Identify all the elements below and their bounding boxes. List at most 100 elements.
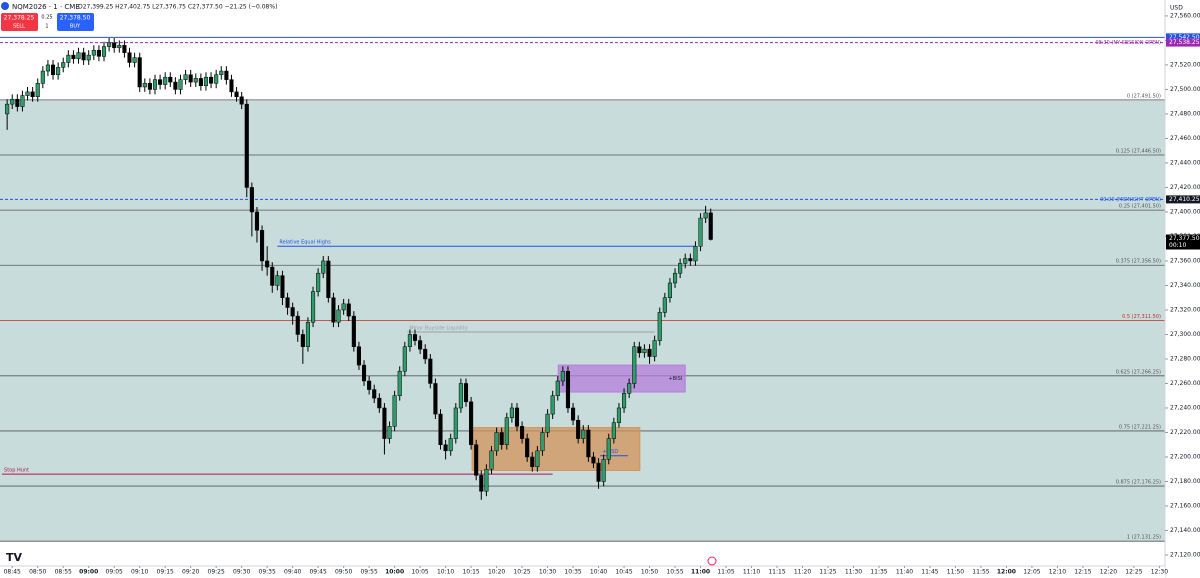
x-tick-label: 09:35: [259, 569, 276, 576]
fib-label: 0.125 (27,446.50): [1116, 148, 1161, 154]
candle-body: [40, 70, 45, 84]
x-tick-label: 11:45: [921, 569, 938, 576]
candle-body: [219, 70, 224, 75]
header: NQM2026 · 1 · CME O27,399.25 H27,402.75 …: [1, 2, 1183, 31]
x-tick-label: 10:20: [488, 569, 505, 576]
currency: USD: [1170, 5, 1183, 12]
x-tick-label: 10:15: [462, 569, 479, 576]
candle-body: [637, 346, 642, 354]
candle-body: [463, 383, 469, 403]
candle-body: [214, 74, 219, 84]
countdown: 00:10: [1169, 242, 1186, 249]
candle-body: [606, 438, 611, 460]
candle-body: [300, 334, 305, 347]
candle-body: [310, 291, 316, 323]
candle-body: [402, 346, 407, 372]
candle-body: [137, 57, 142, 88]
x-tick-label: 09:25: [208, 569, 225, 576]
candle-body: [61, 62, 66, 68]
candle-body: [361, 364, 367, 382]
x-tick-label: 10:05: [411, 569, 428, 576]
candle-body: [10, 98, 15, 105]
x-tick-label: 09:00: [79, 569, 98, 576]
y-tick-label: 27,440.00: [1170, 159, 1200, 166]
candle-body: [346, 303, 351, 317]
candle-body: [183, 74, 188, 80]
sell-button[interactable]: [1, 13, 38, 31]
event-icon[interactable]: [707, 556, 717, 566]
candle-body: [423, 348, 428, 360]
x-tick-label: 11:10: [743, 569, 760, 576]
y-tick-label: 27,340.00: [1170, 282, 1200, 289]
candle-body: [76, 52, 81, 60]
candle-body: [331, 297, 336, 323]
candle-body: [122, 45, 127, 53]
candle-body: [35, 83, 40, 98]
price-tag: [1166, 38, 1200, 47]
candle-body: [15, 98, 20, 107]
x-tick-label: 12:05: [1023, 569, 1040, 576]
candle-body: [484, 468, 489, 492]
candle-body: [448, 438, 453, 452]
fib-label: 0.25 (27,401.50): [1119, 204, 1161, 210]
candle-body: [285, 297, 290, 308]
x-tick-label: 11:20: [794, 569, 811, 576]
candle-body: [341, 303, 346, 311]
price-tag: [1166, 33, 1200, 42]
candle-body: [438, 413, 443, 445]
y-tick-label: 27,480.00: [1170, 110, 1200, 117]
candle-body: [596, 462, 601, 482]
symbol-icon: [1, 2, 9, 10]
y-tick-label: 27,560.00: [1170, 12, 1200, 19]
candle-body: [168, 76, 173, 83]
candle-body: [560, 370, 565, 382]
candle-body: [127, 52, 132, 63]
fib-label: 0.75 (27,221.25): [1119, 424, 1161, 430]
candle-body: [601, 459, 606, 482]
x-tick-label: 09:40: [284, 569, 301, 576]
x-tick-label: 10:10: [437, 569, 454, 576]
buy-button[interactable]: [57, 13, 94, 31]
candle-body: [514, 407, 520, 427]
candle-body: [469, 401, 474, 445]
candle-body: [591, 456, 596, 464]
candle-body: [290, 307, 295, 317]
y-tick-label: 27,260.00: [1170, 380, 1200, 387]
candle-body: [142, 83, 147, 88]
y-tick-label: 27,460.00: [1170, 135, 1200, 142]
zone-label: +BISI: [668, 376, 682, 382]
candle-body: [509, 407, 514, 419]
candle-body: [71, 54, 76, 60]
candle-body: [229, 79, 234, 93]
candle-body: [622, 393, 627, 409]
candle-body: [693, 245, 698, 262]
candle-body: [91, 49, 96, 56]
candle-body: [351, 315, 356, 347]
buy-label: BUY: [70, 24, 81, 30]
candle-body: [203, 76, 209, 87]
x-tick-label: 09:55: [360, 569, 377, 576]
y-tick-label: 27,320.00: [1170, 306, 1200, 313]
candle-body: [158, 79, 163, 85]
candle-body: [530, 456, 535, 468]
candle-body: [173, 81, 178, 90]
x-tick-label: 10:50: [641, 569, 658, 576]
candle-body: [132, 57, 137, 63]
candle-body: [336, 309, 341, 323]
candle-body: [147, 83, 152, 90]
fib-label: 0.5 (27,311.50): [1122, 314, 1161, 320]
candle-body: [586, 429, 591, 458]
candle-body: [275, 275, 280, 286]
x-tick-label: 11:05: [717, 569, 734, 576]
candle-body: [494, 432, 499, 452]
candle-body: [458, 383, 463, 409]
candle-body: [703, 212, 708, 219]
x-tick-label: 12:15: [1074, 569, 1091, 576]
x-tick-label: 09:05: [106, 569, 123, 576]
x-tick-label: 12:10: [1049, 569, 1066, 576]
candle-body: [576, 419, 581, 439]
candle-body: [112, 42, 117, 49]
x-tick-label: 11:25: [819, 569, 836, 576]
candle-body: [66, 54, 71, 63]
candle-body: [387, 426, 392, 439]
